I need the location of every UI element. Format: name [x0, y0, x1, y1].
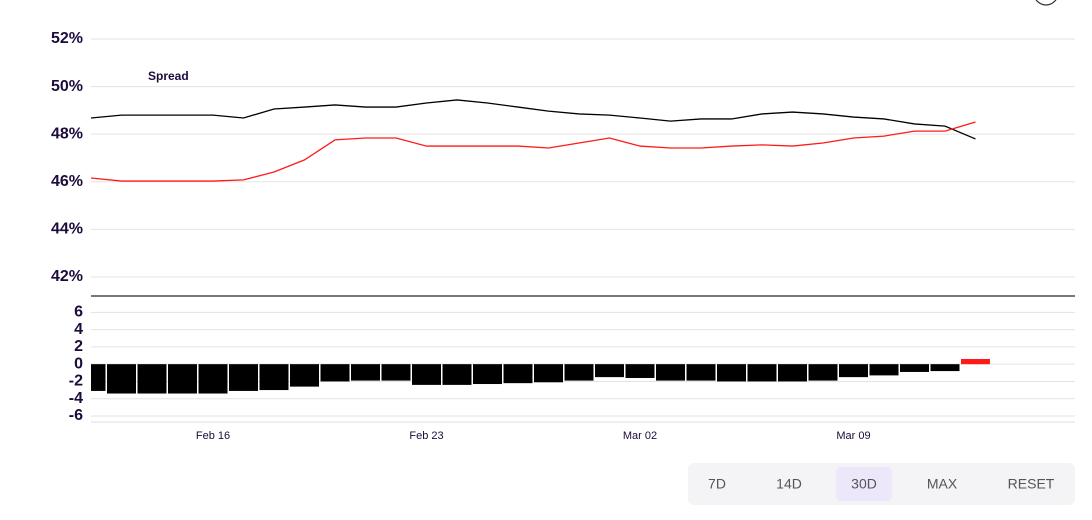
y-tick-label: 44%	[51, 221, 83, 238]
range-button[interactable]: 30D	[851, 476, 877, 492]
bar	[656, 364, 685, 381]
bar	[625, 364, 655, 378]
button-highlight	[836, 467, 892, 501]
bar	[595, 364, 624, 378]
y-tick-label: -6	[69, 407, 83, 424]
bar	[137, 364, 167, 394]
bar	[930, 364, 960, 372]
bar	[381, 364, 411, 381]
bar	[198, 364, 228, 394]
bar	[778, 364, 807, 382]
bar	[229, 364, 258, 391]
y-tick-label: 50%	[51, 78, 83, 95]
x-tick-label: Feb 23	[409, 430, 443, 442]
bar	[442, 364, 472, 385]
y-tick-label: 4	[74, 321, 83, 338]
range-button[interactable]: RESET	[1008, 476, 1055, 492]
bar	[961, 359, 990, 365]
bar	[259, 364, 289, 391]
bars	[91, 359, 990, 394]
bar	[717, 364, 746, 382]
bar	[320, 364, 350, 382]
x-tick-label: Mar 02	[623, 430, 657, 442]
x-tick-label: Feb 16	[196, 430, 230, 442]
range-button[interactable]: MAX	[927, 476, 958, 492]
y-tick-label: -2	[69, 373, 83, 390]
line	[90, 99, 976, 140]
y-tick-label: -4	[69, 390, 83, 407]
bar	[290, 364, 319, 387]
y-tick-label: 48%	[51, 125, 83, 142]
y-tick-label: 46%	[51, 173, 83, 190]
bar	[412, 364, 441, 385]
bar	[747, 364, 777, 382]
bar	[91, 364, 106, 391]
bar	[534, 364, 563, 383]
bar	[564, 364, 594, 381]
bar	[686, 364, 716, 381]
bar	[839, 364, 868, 378]
y-tick-label: 52%	[51, 30, 83, 47]
x-tick-label: Mar 09	[836, 430, 870, 442]
bar	[107, 364, 136, 394]
bar	[168, 364, 197, 394]
range-button[interactable]: 14D	[776, 476, 802, 492]
y-tick-label: 0	[74, 355, 83, 372]
icon[interactable]	[1034, 0, 1058, 6]
annotation: Spread	[148, 69, 189, 83]
line	[90, 121, 976, 182]
bar	[503, 364, 533, 384]
range-button[interactable]: 7D	[708, 476, 726, 492]
y-tick-label: 42%	[51, 268, 83, 285]
bar	[869, 364, 899, 376]
bar	[473, 364, 502, 385]
y-tick-label: 6	[74, 304, 83, 321]
bar	[351, 364, 380, 381]
y-tick-label: 2	[74, 338, 83, 355]
bar	[900, 364, 929, 372]
bar	[808, 364, 838, 381]
